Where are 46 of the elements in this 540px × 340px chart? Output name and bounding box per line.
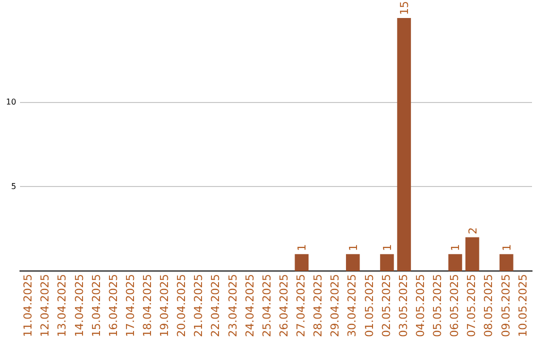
x-tick-label: 28.04.2025 — [312, 274, 325, 338]
data-label: 15 — [398, 1, 412, 15]
bar — [380, 254, 394, 272]
x-tick-label: 03.05.2025 — [396, 274, 410, 338]
x-tick-label: 04.05.2025 — [414, 274, 427, 338]
bar — [346, 254, 360, 272]
data-label: 1 — [296, 244, 309, 252]
x-tick-label: 29.04.2025 — [328, 274, 342, 338]
x-tick-label: 14.04.2025 — [72, 274, 86, 338]
bar — [465, 237, 480, 272]
x-tick-label: 01.05.2025 — [362, 274, 376, 338]
x-tick-label: 17.04.2025 — [124, 274, 137, 338]
x-tick-label: 06.05.2025 — [448, 274, 462, 338]
x-tick-label: 18.04.2025 — [140, 274, 154, 338]
y-tick-label: 5 — [11, 182, 16, 191]
bar — [448, 254, 462, 272]
x-tick-label: 20.04.2025 — [175, 274, 188, 338]
x-tick-label: 15.04.2025 — [90, 274, 103, 338]
x-tick-label: 10.05.2025 — [516, 274, 530, 338]
x-tick-label: 21.04.2025 — [192, 274, 206, 338]
x-tick-label: 11.04.2025 — [22, 274, 35, 338]
x-tick-label: 02.05.2025 — [380, 274, 393, 338]
x-tick-label: 27.04.2025 — [294, 274, 308, 338]
x-tick-label: 13.04.2025 — [56, 274, 69, 338]
data-label: 1 — [380, 244, 394, 252]
x-tick-label: 23.04.2025 — [226, 274, 240, 338]
x-tick-label: 12.04.2025 — [38, 274, 52, 338]
x-tick-label: 09.05.2025 — [499, 274, 512, 338]
data-label: 1 — [500, 244, 514, 252]
x-tick-label: 19.04.2025 — [158, 274, 172, 338]
bar — [294, 254, 309, 272]
x-tick-label: 26.04.2025 — [277, 274, 290, 338]
data-label: 1 — [449, 244, 462, 252]
y-tick-label: 10 — [6, 97, 16, 106]
x-tick-label: 22.04.2025 — [209, 274, 222, 338]
x-tick-label: 07.05.2025 — [465, 274, 478, 338]
data-label: 2 — [466, 227, 480, 234]
x-tick-label: 16.04.2025 — [106, 274, 120, 338]
x-tick-label: 08.05.2025 — [482, 274, 496, 338]
data-label: 1 — [346, 244, 360, 252]
x-tick-label: 25.04.2025 — [260, 274, 274, 338]
x-tick-label: 24.04.2025 — [243, 274, 256, 338]
x-tick-label: 30.04.2025 — [346, 274, 359, 338]
bar — [397, 18, 411, 272]
bar — [500, 254, 514, 272]
x-tick-label: 05.05.2025 — [431, 274, 444, 338]
